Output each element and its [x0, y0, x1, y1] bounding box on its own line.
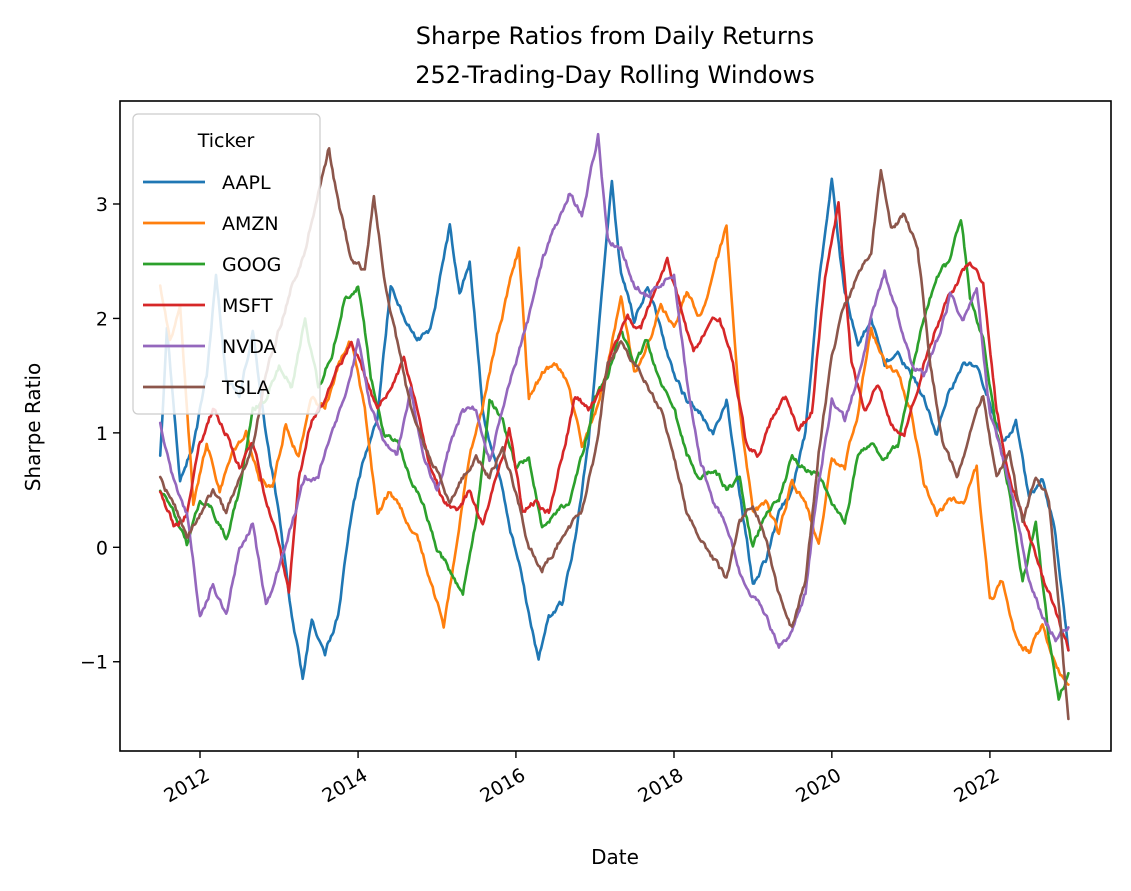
legend-item-amzn: AMZN	[143, 213, 279, 235]
series-line-nvda	[158, 132, 1070, 649]
legend-item-tsla: TSLA	[143, 377, 270, 399]
legend-items: AAPL AMZN GOOG MSFT NVDA TSLA	[143, 172, 281, 399]
legend-item-nvda: NVDA	[143, 336, 277, 358]
series-line-aapl	[158, 177, 1070, 681]
legend-item-aapl: AAPL	[143, 172, 271, 194]
legend-label: AMZN	[222, 213, 279, 235]
series-line-msft	[158, 201, 1070, 652]
y-tick-label: 3	[96, 194, 108, 216]
chart-subtitle: 252-Trading-Day Rolling Windows	[415, 61, 815, 89]
legend-label: GOOG	[222, 254, 281, 276]
legend-label: AAPL	[222, 172, 271, 194]
plot-frame	[119, 100, 1112, 752]
legend-item-goog: GOOG	[143, 254, 281, 276]
chart-title: Sharpe Ratios from Daily Returns	[416, 22, 814, 50]
y-axis-label: Sharpe Ratio	[21, 363, 45, 492]
legend-label: NVDA	[222, 336, 277, 358]
legend-item-msft: MSFT	[143, 295, 273, 317]
legend-box	[132, 113, 321, 415]
legend-title: Ticker	[197, 130, 255, 152]
legend-label: MSFT	[222, 295, 273, 317]
legend: Ticker AAPL AMZN GOOG MSFT NVDA TSLA	[132, 113, 321, 415]
y-tick-label: 0	[96, 537, 108, 559]
y-tick-label: −1	[80, 652, 108, 674]
legend-label: TSLA	[221, 377, 270, 399]
x-axis-label: Date	[591, 845, 639, 869]
y-tick-label: 2	[96, 308, 108, 330]
y-tick-label: 1	[96, 423, 108, 445]
